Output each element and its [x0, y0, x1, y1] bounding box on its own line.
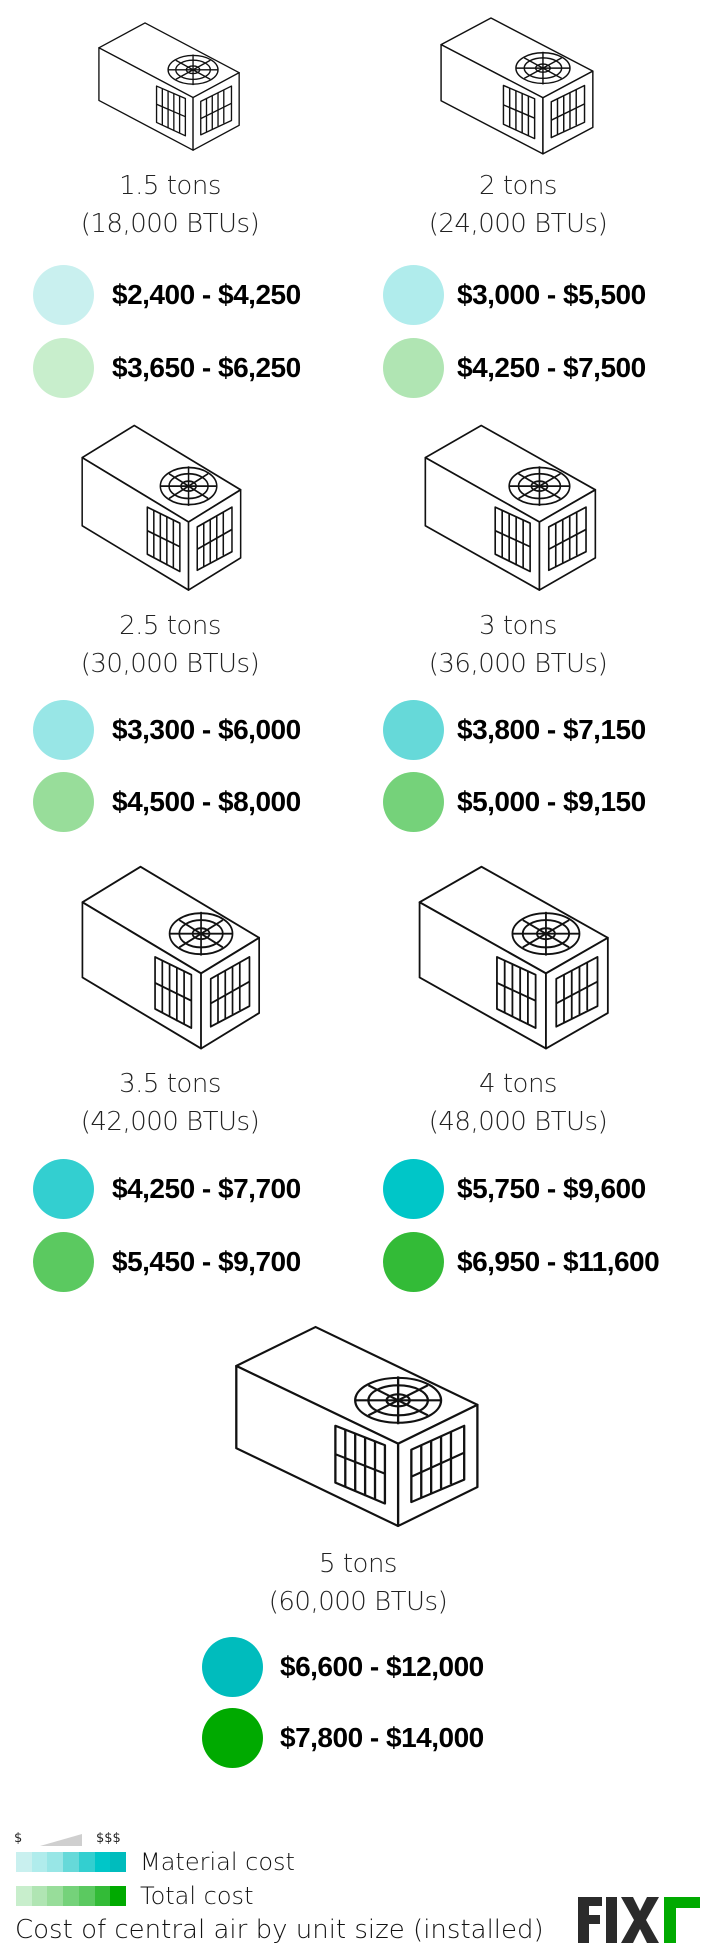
material-cost-range: $5,750 - $9,600 — [457, 1173, 646, 1204]
ac-condenser-unit-icon — [233, 1324, 484, 1532]
total-cost-range: $5,450 - $9,700 — [112, 1246, 301, 1277]
unit-size-label: 5 tons — [319, 1549, 397, 1579]
material-cost-swatch — [33, 1159, 94, 1219]
unit-btu-label: (30,000 BTUs) — [80, 649, 260, 679]
material-cost-scale — [16, 1852, 127, 1872]
material-cost-label: Material cost — [140, 1848, 295, 1876]
total-cost-swatch — [383, 1232, 444, 1292]
total-cost-range: $4,500 - $8,000 — [112, 786, 301, 817]
legend-low-label: $ — [14, 1831, 23, 1846]
total-cost-range: $5,000 - $9,150 — [457, 786, 646, 817]
material-scale-step — [110, 1852, 127, 1872]
material-scale-step — [63, 1852, 79, 1872]
unit-size-label: 3 tons — [479, 611, 557, 641]
unit-btu-label: (42,000 BTUs) — [80, 1107, 260, 1137]
ac-condenser-unit-icon — [423, 423, 600, 595]
unit-size-label: 4 tons — [479, 1069, 557, 1099]
material-cost-swatch — [202, 1637, 263, 1697]
ac-condenser-unit-icon — [80, 864, 264, 1054]
total-scale-step — [47, 1886, 64, 1906]
total-cost-range: $3,650 - $6,250 — [112, 352, 301, 383]
unit-btu-label: (18,000 BTUs) — [80, 209, 260, 239]
total-scale-step — [31, 1886, 48, 1906]
material-cost-range: $4,250 - $7,700 — [112, 1173, 301, 1204]
material-scale-step — [16, 1852, 32, 1872]
total-cost-swatch — [33, 772, 94, 832]
unit-size-label: 2.5 tons — [119, 611, 221, 641]
total-scale-step — [78, 1886, 95, 1906]
ac-condenser-unit-icon — [417, 864, 613, 1054]
total-cost-scale — [16, 1886, 127, 1906]
cost-increase-triangle-icon — [40, 1834, 82, 1846]
material-scale-step — [94, 1852, 111, 1872]
fixr-logo — [578, 1897, 700, 1943]
ac-condenser-unit-icon — [97, 21, 243, 154]
total-cost-label: Total cost — [140, 1882, 254, 1910]
material-scale-step — [78, 1852, 95, 1872]
material-cost-range: $2,400 - $4,250 — [112, 279, 301, 310]
total-scale-step — [16, 1886, 32, 1906]
caption: Cost of central air by unit size (instal… — [15, 1915, 544, 1945]
total-scale-step — [63, 1886, 79, 1906]
unit-btu-label: (60,000 BTUs) — [268, 1587, 448, 1617]
material-cost-swatch — [33, 265, 94, 325]
material-cost-range: $3,000 - $5,500 — [457, 279, 646, 310]
total-cost-swatch — [383, 772, 444, 832]
material-cost-range: $3,300 - $6,000 — [112, 714, 301, 745]
total-scale-step — [94, 1886, 111, 1906]
material-cost-swatch — [383, 265, 444, 325]
total-cost-range: $7,800 - $14,000 — [280, 1722, 484, 1753]
unit-size-label: 2 tons — [479, 171, 557, 201]
total-cost-swatch — [33, 1232, 94, 1292]
ac-condenser-unit-icon — [80, 423, 245, 595]
total-cost-swatch — [383, 338, 444, 398]
material-scale-step — [47, 1852, 64, 1872]
legend-high-label: $$$ — [96, 1831, 121, 1846]
unit-btu-label: (24,000 BTUs) — [428, 209, 608, 239]
total-cost-range: $6,950 - $11,600 — [457, 1246, 660, 1277]
unit-size-label: 1.5 tons — [119, 171, 221, 201]
unit-size-label: 3.5 tons — [119, 1069, 221, 1099]
ac-condenser-unit-icon — [439, 16, 597, 158]
material-cost-swatch — [383, 700, 444, 760]
material-cost-swatch — [33, 700, 94, 760]
material-cost-swatch — [383, 1159, 444, 1219]
unit-btu-label: (48,000 BTUs) — [428, 1107, 608, 1137]
total-cost-range: $4,250 - $7,500 — [457, 352, 646, 383]
material-cost-range: $3,800 - $7,150 — [457, 714, 646, 745]
total-cost-swatch — [33, 338, 94, 398]
material-scale-step — [31, 1852, 48, 1872]
total-scale-step — [110, 1886, 127, 1906]
material-cost-range: $6,600 - $12,000 — [280, 1651, 484, 1682]
unit-btu-label: (36,000 BTUs) — [428, 649, 608, 679]
total-cost-swatch — [202, 1708, 263, 1768]
